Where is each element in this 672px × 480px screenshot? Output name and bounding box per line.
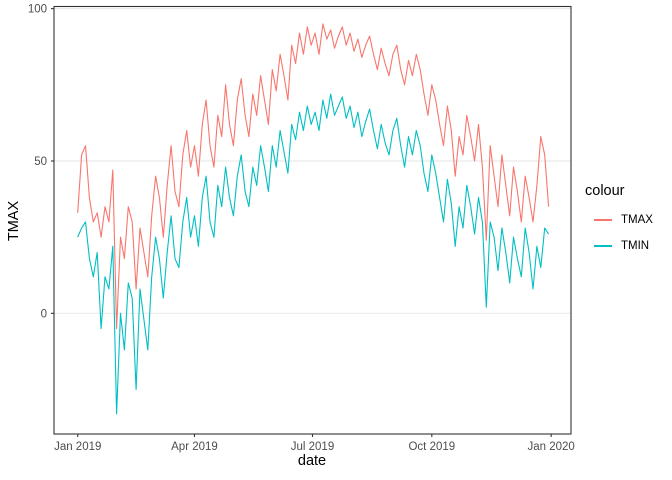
x-axis-title: date (297, 453, 327, 469)
legend-label-tmax: TMAX (621, 214, 653, 226)
x-tick-label-1: Apr 2019 (171, 441, 218, 453)
x-tick-label-3: Oct 2019 (408, 441, 455, 453)
legend: colour TMAX TMIN (585, 183, 653, 264)
legend-item-tmax: TMAX (585, 212, 653, 228)
tmin-series-line (77, 93, 550, 415)
legend-title: colour (585, 183, 625, 199)
legend-item-tmin: TMIN (585, 238, 653, 254)
legend-label-tmin: TMIN (621, 240, 650, 252)
x-tick-label-0: Jan 2019 (54, 441, 101, 453)
x-tick-label-4: Jan 2020 (527, 441, 574, 453)
y-axis-title: TMAX (6, 200, 22, 242)
y-tick-label-0: 0 (41, 308, 47, 320)
y-tick-label-100: 100 (28, 4, 47, 16)
x-tick-label-2: Jul 2019 (291, 441, 334, 453)
tmax-key-line-icon (594, 219, 612, 221)
tmax-series-line (77, 23, 550, 330)
y-tick-label-50: 50 (34, 156, 47, 168)
tmin-key-line-icon (594, 245, 612, 247)
